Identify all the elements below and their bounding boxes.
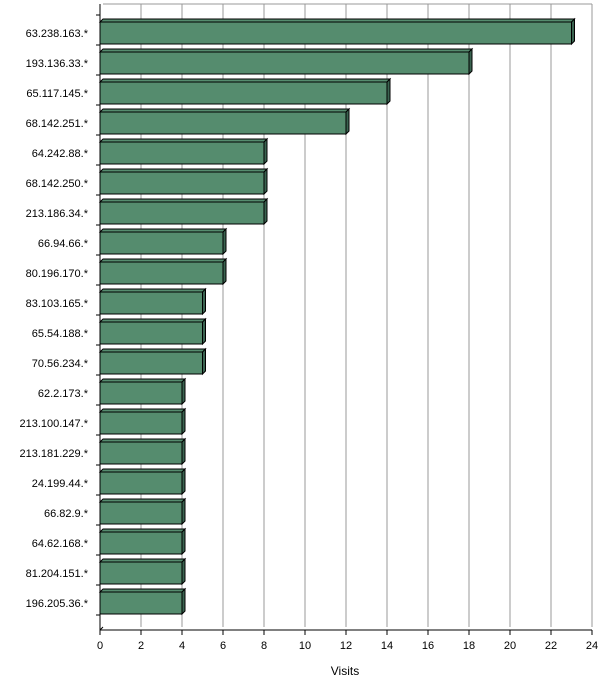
category-label: 24.199.44.* bbox=[32, 478, 89, 490]
bar bbox=[98, 77, 392, 106]
category-label: 213.181.229.* bbox=[19, 448, 88, 460]
category-label: 193.136.33.* bbox=[26, 58, 89, 70]
bar bbox=[98, 467, 187, 496]
bar-front-face bbox=[99, 81, 388, 105]
bar-front-face bbox=[99, 381, 183, 405]
bar bbox=[98, 197, 269, 226]
category-label: 62.2.173.* bbox=[38, 388, 89, 400]
x-tick-label: 6 bbox=[220, 640, 226, 652]
bar bbox=[98, 107, 351, 136]
bar-front-face bbox=[99, 471, 183, 495]
x-tick-label: 12 bbox=[340, 640, 352, 652]
x-tick-label: 14 bbox=[381, 640, 393, 652]
bar-front-face bbox=[99, 171, 265, 195]
category-label: 64.62.168.* bbox=[32, 538, 89, 550]
x-tick-labels: 0 2 4 6 8 10 12 14 16 18 20 22 24 bbox=[97, 640, 598, 652]
x-tick-label: 4 bbox=[179, 640, 185, 652]
floor-edge bbox=[99, 626, 104, 631]
category-label: 65.54.188.* bbox=[32, 328, 89, 340]
bar bbox=[98, 407, 187, 436]
bar bbox=[98, 257, 228, 286]
bar bbox=[98, 227, 228, 256]
category-label: 64.242.88.* bbox=[32, 148, 89, 160]
bar-front-face bbox=[99, 111, 347, 135]
bar bbox=[98, 137, 269, 166]
grid-lines bbox=[103, 3, 593, 627]
category-label: 196.205.36.* bbox=[26, 598, 89, 610]
category-label: 66.94.66.* bbox=[38, 238, 89, 250]
bar bbox=[98, 317, 207, 346]
bar-front-face bbox=[99, 501, 183, 525]
category-label: 65.117.145.* bbox=[26, 88, 88, 100]
x-tick-label: 20 bbox=[504, 640, 516, 652]
bars bbox=[98, 17, 576, 616]
x-tick-label: 22 bbox=[545, 640, 557, 652]
category-label: 81.204.151.* bbox=[26, 568, 89, 580]
bar-front-face bbox=[99, 591, 183, 615]
bar bbox=[98, 167, 269, 196]
bar bbox=[98, 17, 576, 46]
category-label: 66.82.9.* bbox=[44, 508, 89, 520]
axes bbox=[96, 4, 593, 635]
x-tick-label: 18 bbox=[463, 640, 475, 652]
category-label: 213.100.147.* bbox=[19, 418, 88, 430]
bar-front-face bbox=[99, 141, 265, 165]
bar bbox=[98, 287, 207, 316]
bar-front-face bbox=[99, 231, 224, 255]
category-label: 80.196.170.* bbox=[26, 268, 89, 280]
category-label: 83.103.165.* bbox=[26, 298, 89, 310]
bar-front-face bbox=[99, 351, 203, 375]
bar-front-face bbox=[99, 21, 572, 45]
bar-front-face bbox=[99, 51, 470, 75]
bar bbox=[98, 47, 474, 76]
category-label: 70.56.234.* bbox=[32, 358, 89, 370]
category-labels: 63.238.163.* 193.136.33.* 65.117.145.* 68.1… bbox=[19, 28, 88, 610]
bar bbox=[98, 557, 187, 586]
x-tick-label: 0 bbox=[97, 640, 103, 652]
bar-front-face bbox=[99, 201, 265, 225]
bar-front-face bbox=[99, 291, 203, 315]
x-tick-label: 2 bbox=[138, 640, 144, 652]
bar-front-face bbox=[99, 261, 224, 285]
x-axis-title: Visits bbox=[331, 664, 359, 678]
x-tick-label: 24 bbox=[586, 640, 598, 652]
bar bbox=[98, 497, 187, 526]
category-label: 63.238.163.* bbox=[26, 28, 89, 40]
bar bbox=[98, 527, 187, 556]
bar bbox=[98, 377, 187, 406]
x-tick-label: 10 bbox=[299, 640, 311, 652]
category-label: 213.186.34.* bbox=[26, 208, 89, 220]
bar bbox=[98, 587, 187, 616]
bar bbox=[98, 347, 207, 376]
bar-front-face bbox=[99, 561, 183, 585]
x-tick-label: 16 bbox=[422, 640, 434, 652]
category-label: 68.142.250.* bbox=[26, 178, 89, 190]
bar-front-face bbox=[99, 441, 183, 465]
bar bbox=[98, 437, 187, 466]
x-tick-label: 8 bbox=[261, 640, 267, 652]
bar-front-face bbox=[99, 531, 183, 555]
bar-front-face bbox=[99, 411, 183, 435]
category-label: 68.142.251.* bbox=[26, 118, 89, 130]
bar-front-face bbox=[99, 321, 203, 345]
